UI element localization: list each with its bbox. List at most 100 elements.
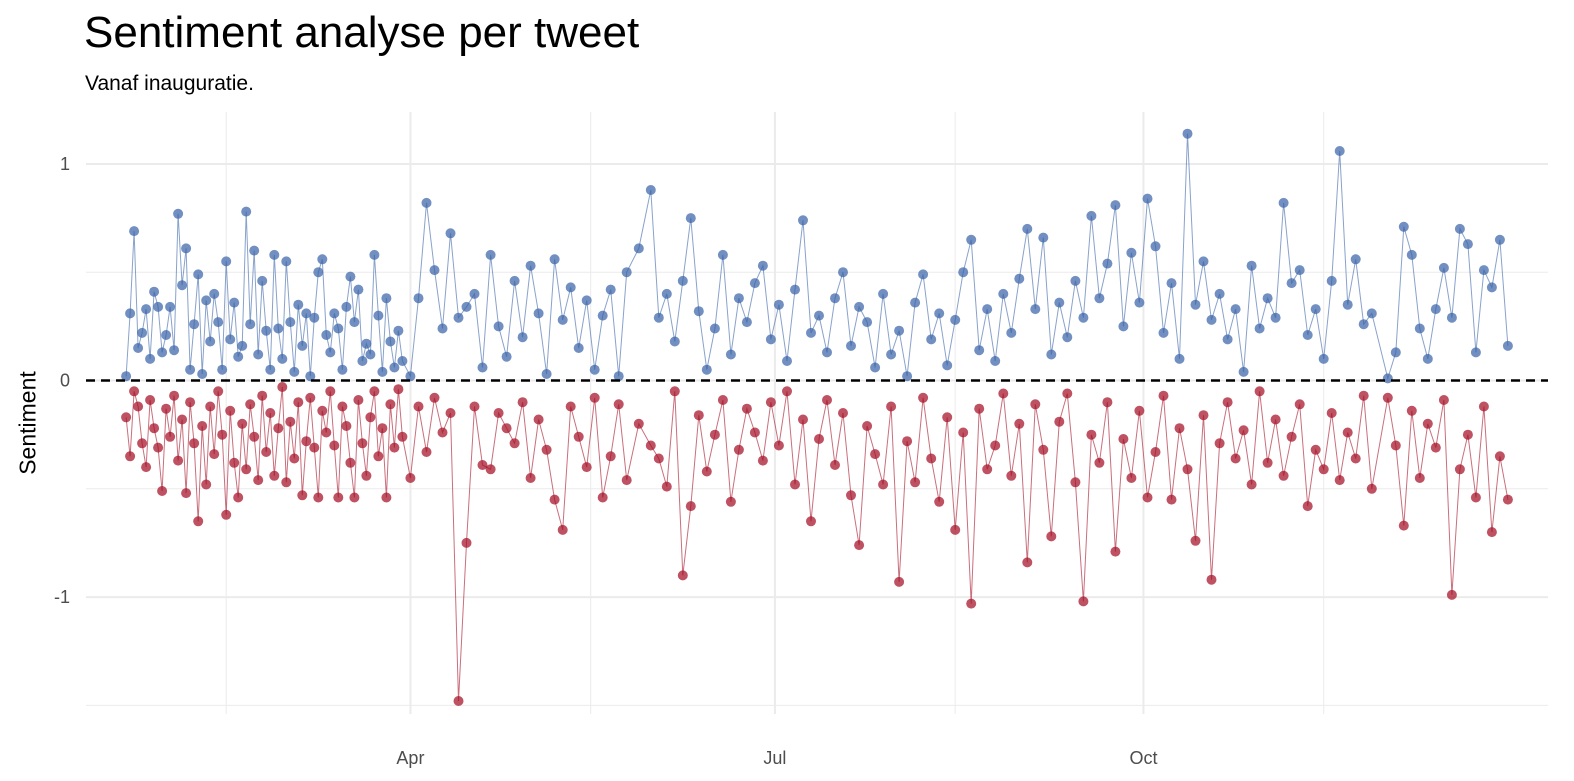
data-point [129,226,140,237]
data-point [233,492,244,503]
data-point [974,403,985,414]
data-point [1142,193,1153,204]
data-point [1046,531,1057,542]
data-point [1430,442,1441,453]
data-point [633,418,644,429]
data-point [525,473,536,483]
data-point [181,488,192,499]
data-point [141,462,152,473]
data-point [1334,475,1345,486]
data-point [317,405,328,416]
data-point [213,386,224,397]
data-point [1102,397,1113,408]
data-point [830,293,840,304]
data-point [281,477,292,488]
data-point [365,412,376,423]
data-point [193,516,204,527]
series-line-1 [125,386,1509,702]
data-point [685,501,696,512]
data-point [349,317,360,328]
data-point [285,317,296,328]
data-point [1006,470,1017,481]
data-point [677,570,688,581]
data-point [1286,431,1297,442]
data-point [293,299,304,310]
data-point [133,343,144,353]
data-point [229,297,240,308]
data-point [1182,464,1193,475]
data-point [733,444,744,455]
data-point [485,249,496,260]
data-point [161,403,172,414]
data-point [329,440,340,451]
data-point [1126,473,1137,483]
data-point [1262,457,1273,468]
data-point [369,249,380,260]
data-point [305,371,316,382]
data-point [1382,392,1393,403]
data-point [846,490,856,501]
data-point [717,249,728,260]
data-point [653,312,664,323]
x-tick-labels: Apr Jul Oct [396,748,1157,768]
data-point [221,256,232,267]
data-point [1214,438,1225,449]
data-point [533,308,544,319]
data-point [1446,589,1457,600]
data-point [613,399,624,410]
data-point [217,364,228,375]
data-point [325,347,336,358]
data-point [301,436,312,447]
data-point [1502,494,1513,505]
data-point [974,345,985,356]
data-point [773,299,784,310]
data-point [189,319,200,330]
data-point [233,351,244,362]
data-point [181,243,192,254]
data-point [1502,340,1513,351]
data-point [1206,574,1217,585]
data-point [990,356,1001,366]
data-point [145,353,156,364]
data-point [565,401,576,412]
data-point [958,267,969,278]
y-tick-label: 1 [60,154,70,174]
data-point [1118,321,1129,332]
data-point [1270,414,1281,425]
data-point [633,243,644,254]
data-point [1238,366,1249,377]
data-point [321,330,332,340]
data-point [149,286,160,297]
data-point [1230,304,1241,315]
data-point [790,284,800,295]
data-point [693,410,704,421]
data-point [377,366,388,377]
data-point [1102,258,1113,269]
data-point [749,427,760,438]
y-tick-label: 0 [60,371,70,391]
data-point [669,386,680,397]
data-point [1174,353,1185,364]
data-point [1470,347,1481,358]
data-point [313,492,324,503]
data-point [145,395,156,405]
data-point [998,388,1009,399]
data-point [814,434,824,444]
data-point [942,360,953,371]
data-point [541,369,552,379]
data-point [1150,447,1161,457]
data-point [1078,312,1089,323]
data-point [918,392,929,403]
data-point [581,462,592,473]
data-point [1278,197,1289,208]
data-point [589,392,600,403]
data-point [509,438,520,449]
data-point [1278,470,1289,481]
data-point [257,275,268,286]
data-point [1422,353,1433,364]
data-point [1486,527,1497,538]
data-point [277,353,288,364]
data-point [1062,388,1073,399]
data-point [141,304,152,315]
data-point [1086,210,1097,221]
